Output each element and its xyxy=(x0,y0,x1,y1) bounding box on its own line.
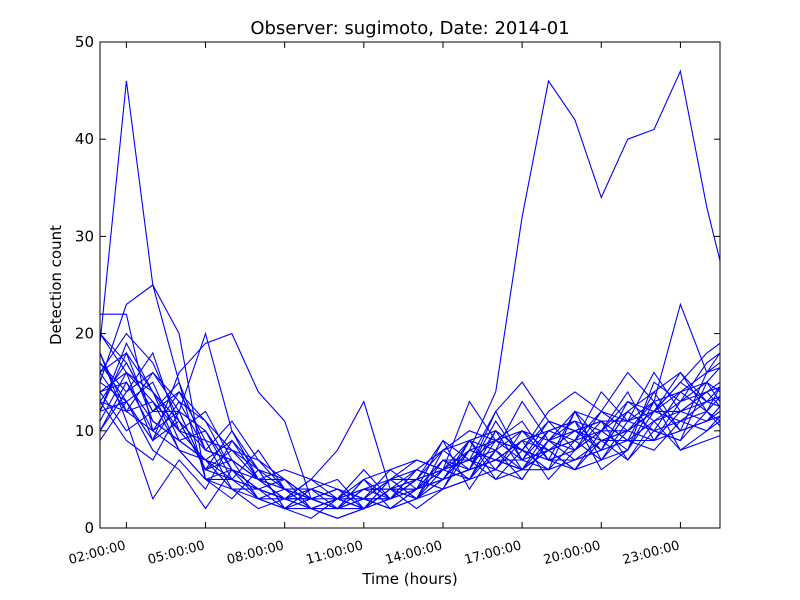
y-tick-label: 20 xyxy=(75,325,94,343)
series-line-26 xyxy=(100,391,720,510)
y-tick-label: 10 xyxy=(75,422,94,440)
y-tick-label: 30 xyxy=(75,227,94,245)
y-tick-label: 0 xyxy=(84,519,94,537)
chart-title: Observer: sugimoto, Date: 2014-01 xyxy=(250,18,569,39)
y-axis-label: Detection count xyxy=(47,225,65,345)
plot-frame xyxy=(99,41,721,529)
series-group xyxy=(100,69,720,519)
series-line-25 xyxy=(100,352,720,510)
series-line-24 xyxy=(100,396,720,510)
y-axis: 0 10 20 30 40 50 xyxy=(75,33,720,537)
x-axis-label: Time (hours) xyxy=(361,570,457,588)
y-tick-label: 40 xyxy=(75,130,94,148)
y-tick-label: 50 xyxy=(75,33,94,51)
